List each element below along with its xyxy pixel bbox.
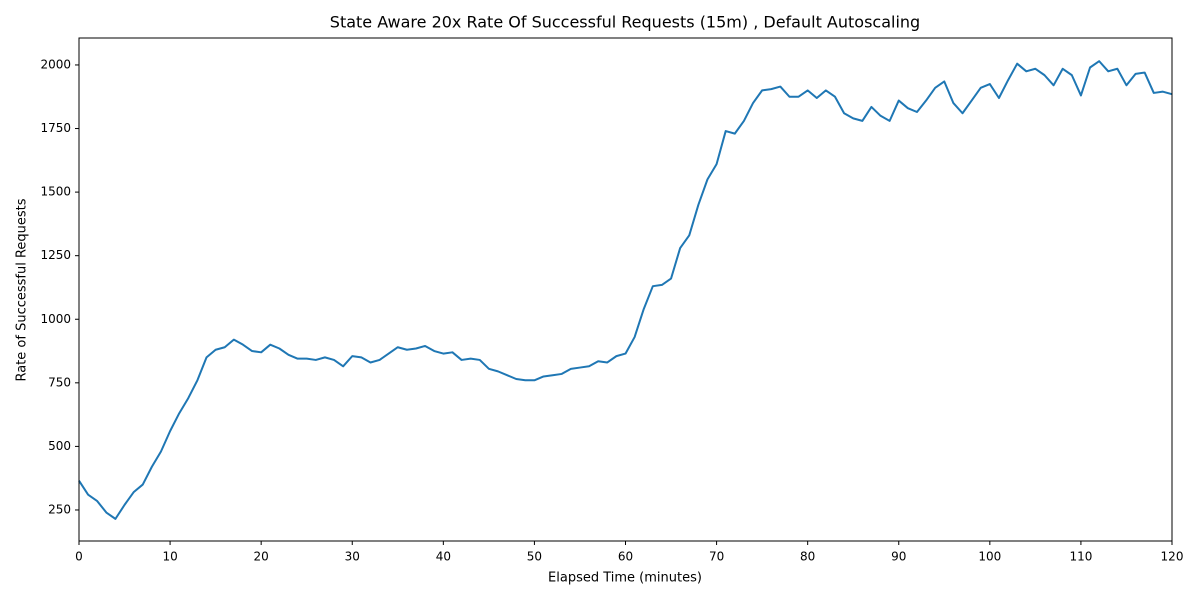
x-tick-label: 30 bbox=[345, 550, 360, 564]
y-tick-label: 2000 bbox=[40, 57, 71, 71]
x-tick-label: 120 bbox=[1161, 550, 1184, 564]
data-line bbox=[78, 60, 1173, 520]
y-tick-label: 1500 bbox=[40, 185, 71, 199]
x-tick-label: 60 bbox=[618, 550, 633, 564]
x-axis-label: Elapsed Time (minutes) bbox=[548, 571, 702, 586]
x-tick-label: 50 bbox=[527, 550, 542, 564]
x-tick-label: 110 bbox=[1069, 550, 1092, 564]
y-tick-label: 1000 bbox=[40, 312, 71, 326]
x-tick-label: 80 bbox=[800, 550, 815, 564]
x-tick-label: 20 bbox=[254, 550, 269, 564]
x-tick-label: 40 bbox=[436, 550, 451, 564]
x-tick-label: 10 bbox=[162, 550, 177, 564]
y-axis-label: Rate of Successful Requests bbox=[15, 198, 30, 381]
x-tick-label: 90 bbox=[891, 550, 906, 564]
y-tick-label: 1750 bbox=[40, 121, 71, 135]
chart-title: State Aware 20x Rate Of Successful Reque… bbox=[330, 13, 920, 32]
y-tick-label: 1250 bbox=[40, 248, 71, 262]
x-tick-label: 70 bbox=[709, 550, 724, 564]
y-tick-label: 500 bbox=[48, 439, 71, 453]
y-tick-label: 750 bbox=[48, 375, 71, 389]
y-tick-label: 250 bbox=[48, 502, 71, 516]
x-tick-label: 100 bbox=[978, 550, 1001, 564]
plot-frame bbox=[78, 37, 1173, 542]
x-tick-label: 0 bbox=[75, 550, 83, 564]
